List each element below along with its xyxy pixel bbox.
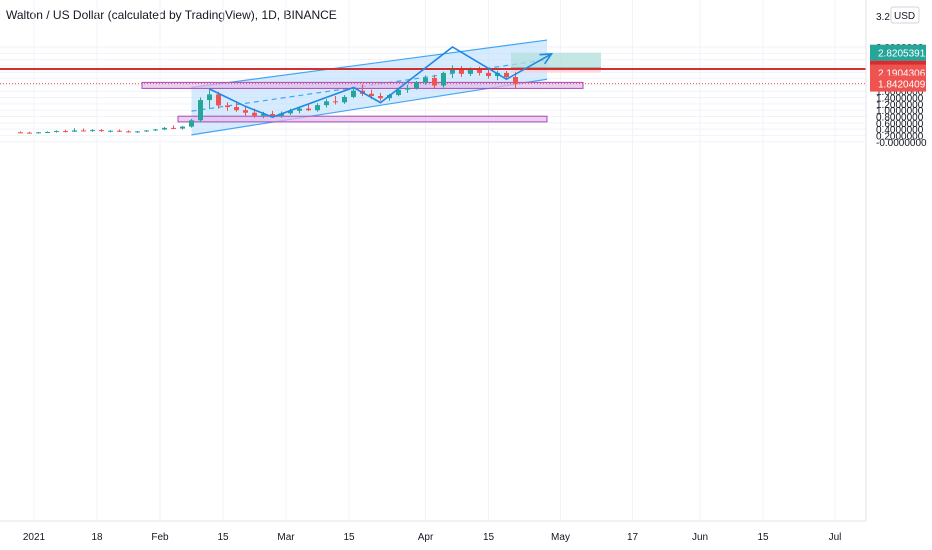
candle-body [270,113,275,116]
candle-body [90,130,95,132]
y-tick-label: 1.4000000 [876,94,924,105]
drawings-background [0,39,866,136]
candle-body [153,129,158,131]
x-tick-label: Mar [277,532,295,543]
currency-label: USD [894,11,915,22]
price-tag [870,75,926,92]
drawings-foreground [0,46,866,119]
y-tick-label-top: 3.2 [876,12,890,23]
candle-body [468,69,473,74]
candle-body [333,101,338,103]
candle-body [72,130,77,132]
candle-body [243,110,248,113]
candle-body [396,89,401,96]
y-tick-label: 1.6000000 [876,87,924,98]
candle-body [288,110,293,114]
candle-body [135,131,140,133]
time-axis[interactable]: 2021 18 Feb 15 Mar 15 Apr 15 May 17 Jun 15 Jul [0,520,866,543]
support-zone [177,115,548,123]
candle-body [315,105,320,111]
candle-body [351,90,356,97]
candle-body [477,69,482,73]
candle-body [441,72,446,86]
candle-body [513,77,518,84]
x-tick-label: Jul [829,532,842,543]
y-tick-label: 0.4000000 [876,125,924,136]
x-tick-label: 2021 [23,532,46,543]
y-tick-label: 1.2000000 [876,100,924,111]
y-tick-label: 0.8000000 [876,113,924,124]
candle-body [99,130,104,132]
x-tick-label: 18 [91,532,103,543]
candle-body [27,132,32,134]
candle-body [432,77,437,86]
candle-body [252,112,257,116]
candle-body [261,113,266,116]
candle-body [180,126,185,129]
price-tag-label: 2.8205391 [878,49,926,60]
x-tick-label: 15 [343,532,355,543]
x-tick-label: 15 [757,532,769,543]
stop-zone [511,67,601,73]
candle-body [108,130,113,132]
price-axis[interactable]: -0.00000000.20000000.40000000.60000000.8… [865,0,932,521]
x-tick-label: 15 [217,532,229,543]
y-tick-label: -0.0000000 [876,138,927,149]
x-tick-label: Jun [692,532,708,543]
candle-body [486,72,491,77]
candle-body [216,94,221,106]
x-tick-label: May [551,532,570,543]
x-tick-label: Feb [151,532,169,543]
candle-body [45,132,50,134]
candle-body [36,132,41,134]
candle-body [297,108,302,111]
x-tick-label: Apr [418,532,434,543]
candle-body [18,132,23,134]
candle-body [324,101,329,106]
chart-title: Walton / US Dollar (calculated by Tradin… [6,8,337,22]
candle-body [504,72,509,78]
channel-upper-line [191,39,548,89]
currency-badge [890,6,920,24]
candle-body [144,130,149,132]
candle-body [225,105,230,108]
candle-body [423,77,428,83]
candle-body [207,94,212,101]
candle-body [306,108,311,111]
y-tick-label: 0.6000000 [876,119,924,130]
target-zone [511,52,601,68]
price-tag [870,44,926,61]
candle-body [234,107,239,111]
candle-body [198,100,203,121]
candlestick-series [18,65,518,134]
y-tick-label: 0.2000000 [876,131,924,142]
price-tag-label: 2.1904306 [878,69,926,80]
y-tick-label: 1.0000000 [876,106,924,117]
x-tick-label: 17 [627,532,639,543]
candle-body [54,131,59,133]
candle-body [369,93,374,96]
candle-body [126,131,131,133]
candle-body [405,88,410,90]
candle-body [450,69,455,73]
price-tag-label: 1.8420409 [878,80,926,91]
candle-body [171,127,176,129]
candle-body [81,130,86,132]
candle-body [63,131,68,133]
candle-body [117,130,122,132]
candle-body [378,95,383,99]
candle-body [162,127,167,130]
candle-body [189,120,194,127]
candle-body [342,96,347,103]
x-tick-label: 15 [483,532,495,543]
candle-body [459,69,464,74]
projection-path [209,46,552,119]
projection-arrow-head [539,53,554,65]
candle-body [414,82,419,89]
